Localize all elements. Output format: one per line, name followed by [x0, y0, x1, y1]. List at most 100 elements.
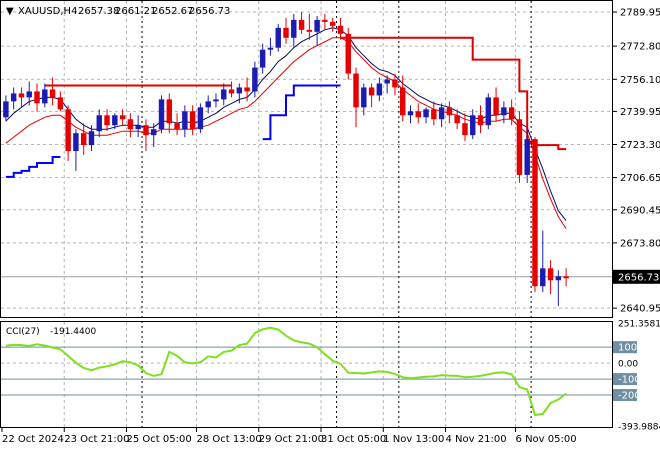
- candle-body: [524, 139, 530, 175]
- time-tick-label: 4 Nov 21:00: [446, 434, 507, 445]
- candle-body: [415, 111, 421, 118]
- candle-body: [127, 119, 134, 130]
- candle-body: [423, 109, 429, 118]
- high-value: 2661.21: [115, 6, 156, 17]
- price-tick-label: 2690.45: [620, 205, 660, 216]
- candle-body: [18, 93, 25, 98]
- cci-line: [5, 326, 567, 417]
- candle-body: [376, 83, 383, 96]
- candle-body: [283, 27, 289, 38]
- candle-body: [547, 268, 554, 281]
- candle-body: [221, 89, 227, 100]
- price-tick-label: 2723.30: [620, 140, 660, 151]
- candle-body: [174, 123, 180, 130]
- candle-body: [228, 89, 235, 94]
- price-panel: [0, 0, 613, 318]
- cci-level-tag: [613, 341, 637, 354]
- cci-tick-label: -100: [618, 375, 641, 386]
- stop_up-line: [5, 84, 341, 178]
- candle-body: [345, 33, 351, 74]
- cci-tick-label: 251.3581: [618, 320, 660, 330]
- candle-body: [407, 111, 414, 116]
- price-tick-label: 2756.10: [620, 75, 660, 86]
- candle-body: [213, 99, 219, 102]
- candle-body: [431, 109, 437, 120]
- candle-body: [454, 115, 460, 124]
- candle-body: [470, 115, 476, 136]
- candle-body: [267, 47, 274, 50]
- candle-body: [166, 99, 173, 124]
- symbol-label: XAUUSD,H4: [18, 6, 77, 17]
- price-tick-label: 2772.80: [620, 42, 660, 53]
- price-tick-label: 2739.95: [620, 107, 660, 118]
- price-tick-label: 2640.95: [620, 304, 660, 315]
- cci-value: -191.4400: [50, 327, 96, 337]
- grid: [1, 1, 612, 427]
- candle-body: [65, 109, 71, 152]
- candle-body: [322, 19, 328, 22]
- candle-body: [384, 79, 390, 84]
- candle-body: [151, 129, 157, 136]
- candle-body: [119, 115, 126, 120]
- candle-body: [306, 29, 313, 32]
- candle-body: [88, 131, 95, 146]
- time-tick-label: 6 Nov 05:00: [516, 434, 577, 445]
- time-tick-label: 29 Oct 21:00: [259, 434, 324, 445]
- candle-body: [135, 125, 141, 130]
- cci-tick-label: -200: [618, 391, 641, 402]
- candles: [3, 11, 569, 307]
- candle-body: [508, 107, 515, 120]
- candle-body: [329, 21, 336, 26]
- candle-body: [189, 111, 196, 130]
- cci-levels: [1, 346, 612, 396]
- candle-body: [205, 101, 211, 108]
- candle-body: [399, 87, 406, 116]
- indicator-lines: [5, 27, 567, 229]
- candle-body: [361, 87, 367, 108]
- time-tick-label: 23 Oct 21:00: [64, 434, 129, 445]
- time-tick-label: 22 Oct 2024: [2, 434, 64, 445]
- candle-body: [392, 79, 398, 88]
- candle-body: [275, 27, 281, 48]
- candle-body: [532, 139, 538, 287]
- cci-series: [5, 326, 567, 417]
- cci-level-tag: [613, 373, 637, 386]
- candle-body: [57, 97, 64, 110]
- candle-body: [291, 19, 297, 38]
- low-value: 2652.67: [152, 6, 193, 17]
- candle-body: [555, 276, 562, 281]
- candle-body: [501, 107, 507, 116]
- candle-body: [34, 91, 40, 104]
- axis-ticks: 2789.95 2772.80 2756.10 2739.95 2723.30 2706.…: [612, 8, 660, 433]
- candle-body: [446, 107, 453, 116]
- candle-body: [540, 268, 546, 287]
- candle-body: [10, 93, 17, 102]
- candle-body: [438, 107, 445, 120]
- candle-body: [80, 133, 87, 146]
- cci-label: CCI(27): [6, 327, 40, 337]
- candle-body: [3, 101, 9, 118]
- candle-body: [42, 89, 48, 104]
- candle-body: [493, 97, 499, 116]
- candle-body: [73, 133, 79, 152]
- price-tick-label: 2789.95: [620, 8, 660, 19]
- time-tick-label: 28 Oct 13:00: [197, 434, 262, 445]
- period-separators: [141, 1, 532, 427]
- symbol-arrow-icon: ▼: [6, 6, 14, 17]
- candle-body: [143, 125, 149, 136]
- current-price-tag: [613, 269, 660, 284]
- candle-body: [26, 91, 32, 98]
- candle-body: [353, 73, 359, 108]
- candle-body: [96, 115, 102, 132]
- cci-tick-label: -393.9884: [618, 423, 660, 433]
- current-price-label: 2656.73: [618, 272, 659, 283]
- candle-body: [516, 119, 523, 175]
- candle-body: [182, 111, 188, 130]
- time-tick-label: 25 Oct 05:00: [126, 434, 191, 445]
- candle-body: [244, 87, 250, 92]
- indicator-panel: [0, 321, 613, 428]
- candle-body: [104, 115, 110, 126]
- price-tick-label: 2706.65: [620, 173, 660, 184]
